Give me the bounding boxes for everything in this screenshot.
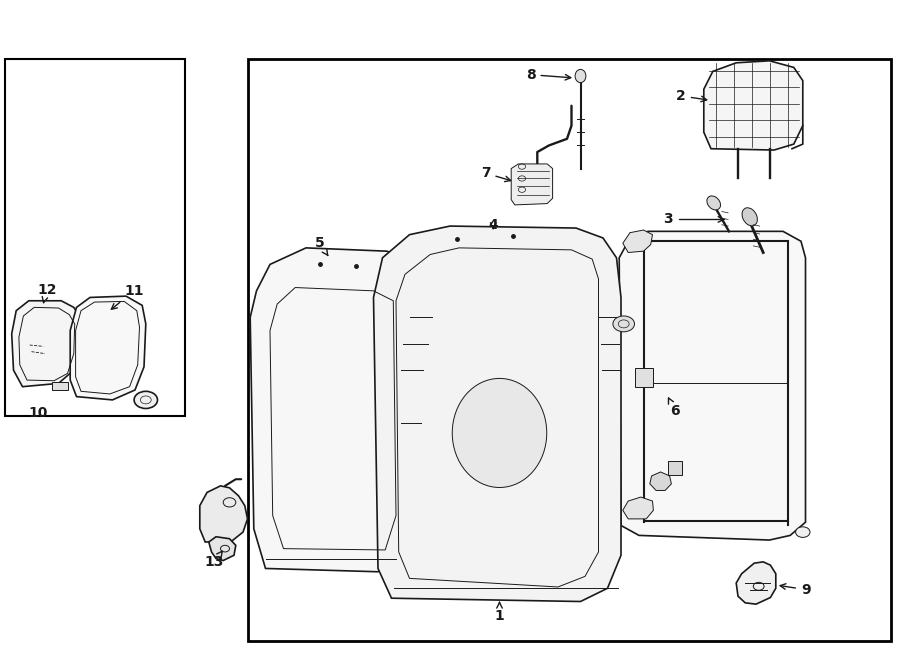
Text: 13: 13 bbox=[204, 551, 224, 569]
Circle shape bbox=[134, 391, 158, 408]
Polygon shape bbox=[623, 497, 653, 519]
Text: 10: 10 bbox=[28, 406, 48, 420]
Polygon shape bbox=[70, 296, 146, 400]
Polygon shape bbox=[736, 562, 776, 604]
Ellipse shape bbox=[575, 69, 586, 83]
Text: 2: 2 bbox=[676, 89, 706, 103]
Ellipse shape bbox=[706, 196, 721, 210]
Circle shape bbox=[796, 527, 810, 537]
Polygon shape bbox=[511, 164, 553, 205]
Text: 5: 5 bbox=[315, 236, 328, 256]
Text: 6: 6 bbox=[669, 398, 680, 418]
Circle shape bbox=[613, 316, 634, 332]
Bar bbox=[668, 461, 682, 475]
Ellipse shape bbox=[742, 208, 758, 226]
Polygon shape bbox=[200, 486, 248, 542]
Text: 9: 9 bbox=[780, 582, 811, 597]
Polygon shape bbox=[250, 248, 416, 572]
Text: 3: 3 bbox=[663, 212, 724, 227]
Text: 8: 8 bbox=[526, 67, 571, 82]
Polygon shape bbox=[12, 301, 81, 387]
Text: 4: 4 bbox=[489, 217, 498, 232]
Bar bbox=[635, 368, 653, 387]
Bar bbox=[52, 382, 68, 390]
Polygon shape bbox=[623, 230, 652, 253]
Bar bbox=[248, 59, 891, 641]
Text: 11: 11 bbox=[112, 284, 144, 309]
Polygon shape bbox=[374, 226, 621, 602]
Bar bbox=[4, 59, 184, 416]
Polygon shape bbox=[619, 231, 806, 540]
Polygon shape bbox=[209, 537, 236, 561]
Ellipse shape bbox=[453, 378, 547, 488]
Text: 7: 7 bbox=[481, 166, 510, 182]
Polygon shape bbox=[650, 472, 671, 490]
Text: 1: 1 bbox=[495, 602, 504, 623]
Polygon shape bbox=[704, 61, 803, 150]
Text: 12: 12 bbox=[37, 282, 57, 303]
